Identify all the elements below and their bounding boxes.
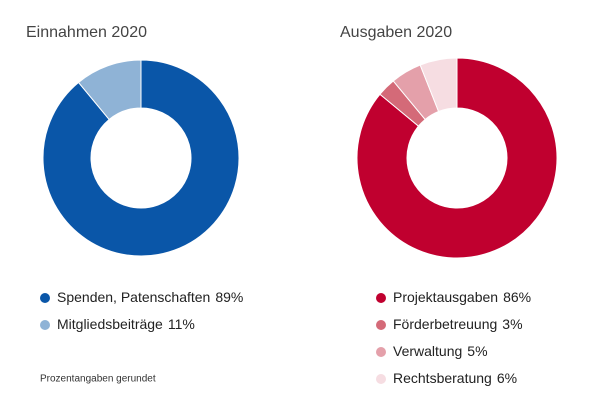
legend-label: Förderbetreuung 3% (393, 316, 523, 332)
donut-segment (356, 57, 558, 259)
legend-label: Mitgliedsbeiträge 11% (57, 316, 195, 332)
legend-label: Verwaltung 5% (393, 343, 488, 359)
footnote: Prozentangaben gerundet (40, 374, 156, 385)
legend-label: Rechtsberatung 6% (393, 370, 517, 386)
legend-name: Verwaltung (393, 343, 462, 359)
chart-title: Einnahmen 2020 (26, 24, 147, 41)
donut-segment (42, 59, 240, 257)
legend-swatch (40, 293, 50, 303)
legend-label: Projektausgaben 86% (393, 289, 531, 305)
legend-label: Spenden, Patenschaften 89% (57, 289, 243, 305)
legend-name: Projektausgaben (393, 289, 498, 305)
legend-swatch (376, 374, 386, 384)
donut-segment (77, 59, 142, 121)
legend-swatch (376, 320, 386, 330)
legend-name: Rechtsberatung (393, 370, 492, 386)
chart-title: Ausgaben 2020 (340, 24, 452, 41)
legend-value: 11% (168, 316, 195, 332)
legend-swatch (376, 347, 386, 357)
legend-value: 3% (502, 316, 522, 332)
legend-swatch (376, 293, 386, 303)
legend-name: Förderbetreuung (393, 316, 497, 332)
legend-value: 89% (215, 289, 243, 305)
legend-name: Spenden, Patenschaften (57, 289, 210, 305)
legend-value: 86% (503, 289, 531, 305)
legend-swatch (40, 320, 50, 330)
donut-segment (419, 57, 458, 113)
legend-value: 6% (497, 370, 517, 386)
legend-value: 5% (467, 343, 487, 359)
legend-name: Mitgliedsbeiträge (57, 316, 163, 332)
